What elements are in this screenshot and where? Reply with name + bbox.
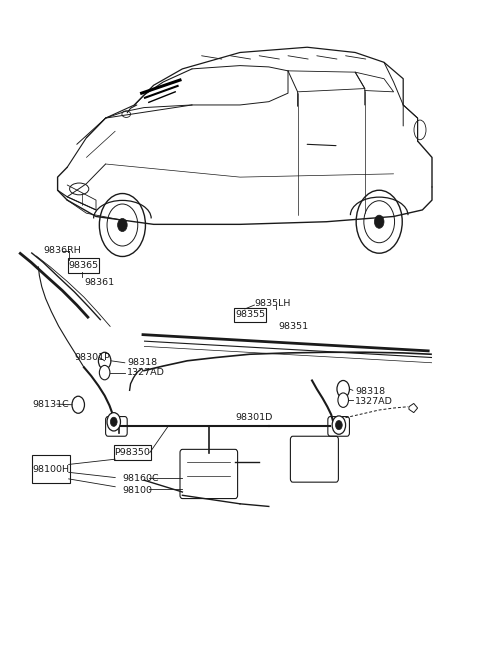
Text: 98361: 98361: [84, 278, 114, 287]
Text: 98100H: 98100H: [32, 464, 69, 474]
Text: 98355: 98355: [235, 310, 265, 319]
Circle shape: [99, 365, 110, 380]
Text: 98301D: 98301D: [235, 413, 273, 422]
Text: 1327AD: 1327AD: [127, 368, 165, 377]
Circle shape: [337, 380, 349, 398]
Text: 98318: 98318: [355, 387, 385, 396]
Text: 98318: 98318: [127, 358, 157, 367]
Text: P98350: P98350: [115, 448, 150, 457]
Text: 98351: 98351: [278, 321, 309, 331]
Circle shape: [107, 413, 120, 431]
Circle shape: [336, 420, 342, 430]
Circle shape: [110, 417, 117, 426]
Text: 98301P: 98301P: [74, 353, 110, 362]
Text: 9836RH: 9836RH: [43, 246, 81, 255]
Circle shape: [72, 396, 84, 413]
Text: 98100: 98100: [122, 485, 153, 495]
Text: 98131C: 98131C: [33, 400, 70, 409]
Circle shape: [374, 215, 384, 228]
Text: 9835LH: 9835LH: [254, 298, 291, 308]
Circle shape: [98, 352, 111, 369]
Text: 98160C: 98160C: [122, 474, 159, 483]
Circle shape: [118, 218, 127, 232]
Circle shape: [338, 393, 348, 407]
Circle shape: [332, 416, 346, 434]
Text: 98365: 98365: [69, 261, 98, 270]
Text: 1327AD: 1327AD: [355, 397, 393, 406]
